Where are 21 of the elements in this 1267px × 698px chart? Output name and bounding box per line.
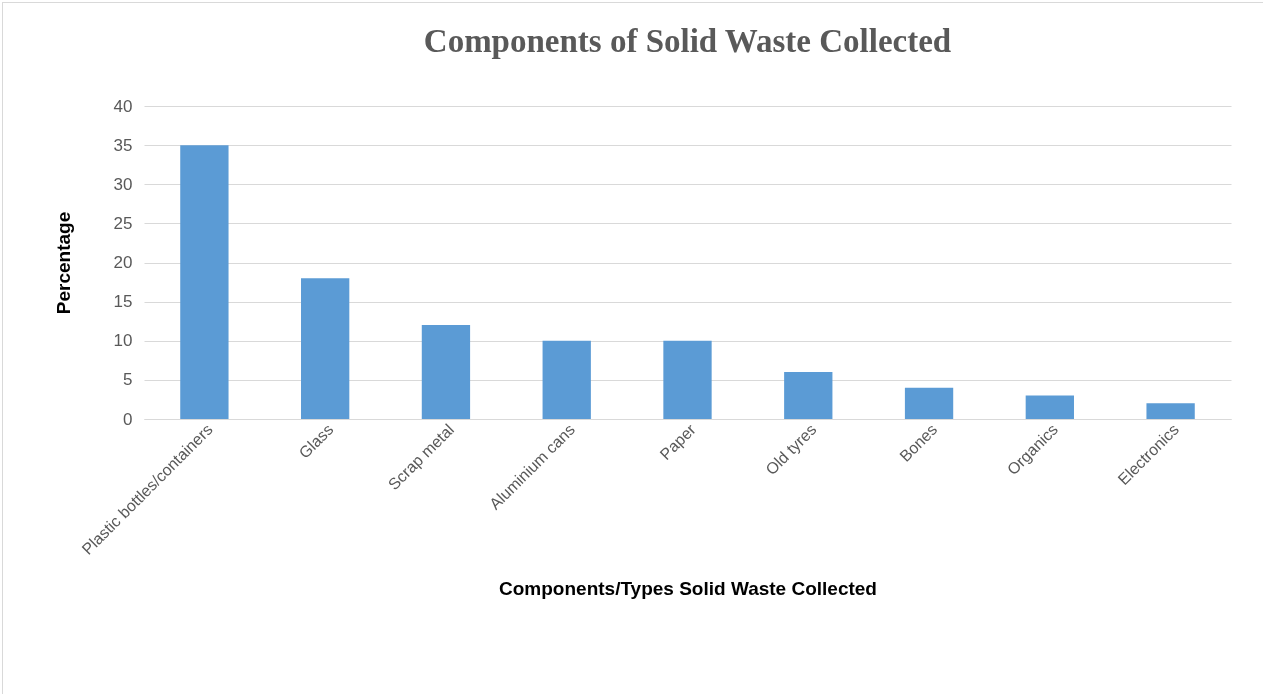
y-axis-title: Percentage (52, 211, 74, 315)
y-tick-label: 10 (113, 331, 133, 351)
bar (1146, 403, 1195, 419)
y-tick-label: 15 (113, 292, 133, 312)
bar (180, 145, 229, 419)
bar (542, 340, 591, 419)
x-axis-title: Components/Types Solid Waste Collected (499, 577, 877, 599)
y-tick-label: 35 (113, 135, 133, 155)
bar (1025, 395, 1074, 419)
y-tick-label: 0 (123, 409, 133, 429)
chart-title: Components of Solid Waste Collected (423, 23, 952, 59)
y-tick-label: 30 (113, 174, 133, 194)
y-tick-label: 25 (113, 213, 133, 233)
bar (904, 387, 954, 419)
y-tick-label: 40 (113, 96, 133, 116)
bar (301, 278, 350, 419)
bar (663, 340, 712, 419)
bar (784, 372, 833, 419)
y-tick-label: 20 (113, 253, 133, 272)
y-tick-label: 5 (123, 370, 133, 390)
bar (421, 325, 471, 419)
